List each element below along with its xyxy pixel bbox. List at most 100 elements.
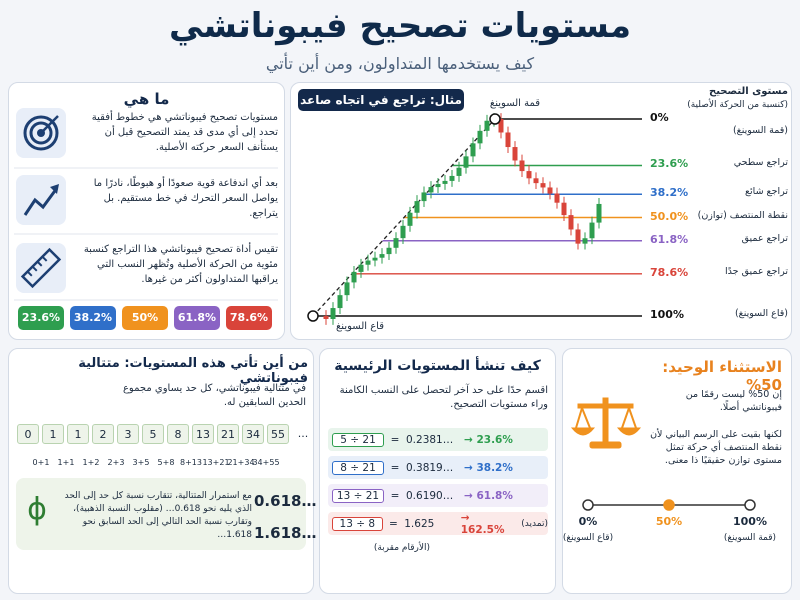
level-description: تراجع سطحي [733,157,788,169]
ratio-equals: = [390,489,400,502]
sequence-sum: 1+2 [82,458,100,467]
panel-title: الاستثناء الوحيد: 50% [662,358,782,394]
level-badge: 38.2% [70,306,116,330]
level-label: 23.6% [650,157,689,171]
sequence-term: 1 [67,424,89,444]
ratio-row: 8 ÷ 21 = 0.3819… → 38.2% [328,456,548,479]
sequence-term: 21 [217,424,239,444]
swing-low-label: قاع السوينغ [335,321,384,332]
candle-body [519,160,525,172]
scale-point [744,499,756,511]
ratio-division: 8 ÷ 21 [332,460,384,475]
candle-body [337,295,343,309]
scale-label: 100% [733,515,767,528]
candle-body [596,203,602,223]
level-label: 78.6% [650,265,689,279]
sequence-term: 2 [92,424,114,444]
candle-body [393,238,399,248]
page-subtitle: كيف يستخدمها المتداولون، ومن أين تأتي [265,54,535,73]
sequence-sum: 8+13 [180,458,202,467]
level-label: 0% [650,111,669,124]
candle-body [512,147,518,161]
sequence-term: 13 [192,424,214,444]
scale-label: 50% [655,515,683,528]
exception-text: إن 50% ليست رقمًا من فيبوناتشي أصلًا. [685,389,782,413]
sequence-term: 1 [42,424,64,444]
ratio-result: 1.625 [404,517,435,530]
info-text: مستويات تصحيح فيبوناتشي هي خطوط أفقية تح… [91,112,278,153]
level-label: 100% [650,308,684,321]
panel-title: من أين تأتي هذه المستويات: متتالية فيبون… [78,356,308,386]
candle-body [379,254,385,258]
candle-body [526,171,532,179]
scale-label: 0% [578,515,598,528]
candle-body [330,308,336,320]
sequence-sum: 2+3 [107,458,125,467]
level-description: نقطة المنتصف (توازن) [697,209,788,221]
ratio-level: → 23.6% [464,433,513,446]
candle-body [470,143,476,157]
exception-panel [562,348,792,594]
ruler-icon [20,247,62,289]
trend-arrow [50,184,59,194]
scale-point [663,499,675,511]
level-badge: 50% [122,306,168,330]
ratio-row: 13 ÷ 21 = 0.6190… → 61.8% [328,484,548,507]
sequence-term: 0 [17,424,39,444]
level-label: 50.0% [650,209,689,223]
candle-body [547,187,553,194]
ratio-result: 0.6190… [406,489,454,502]
candle-body [386,247,392,255]
ratio-equals: = [390,433,400,446]
info-text: بعد أي اندفاعة قوية صعودًا أو هبوطًا، نا… [93,178,278,219]
swing-high-label: قمة السوينغ [489,98,541,109]
ratio-division: 5 ÷ 21 [332,432,384,447]
candle-body [344,282,350,296]
candle-body [372,257,378,261]
candle-body [407,212,413,226]
ratio-level: → 162.5% [460,511,505,536]
sequence-sum: 0+1 [32,458,50,467]
ratio-row: 5 ÷ 21 = 0.2381… → 23.6% [328,428,548,451]
sequence-term: 55 [267,424,289,444]
scale-caption: (قمة السوينغ) [723,533,777,543]
icons [14,108,750,550]
derivation-text: اقسم حدًا على حد آخر لتحصل على النسب الك… [339,385,548,410]
candle-body [568,215,574,230]
column-subtitle: (كنسبة من الحركة الأصلية) [687,100,788,110]
ratio-equals: = [390,461,400,474]
candle-body [421,192,427,202]
candle-body [442,180,448,184]
page-title: مستويات تصحيح فيبوناتشي [168,6,631,46]
sequence-term: 3 [117,424,139,444]
candle-body [428,187,434,193]
target-icon [23,115,59,151]
sequence-sum: 21+34 [227,458,255,467]
phi-note: مع استمرار المتتالية، تتقارب نسبة كل حد … [64,491,252,540]
candle-body [582,238,588,244]
ratio-note: (تمديد) [521,518,548,529]
level-badge: 23.6% [18,306,64,330]
ratio-level: → 38.2% [464,461,513,474]
balance-icon [570,397,642,449]
candle-body [358,264,364,272]
candle-body [533,178,539,184]
candle-body [351,271,357,283]
sequence-sum: 1+1 [57,458,75,467]
candle-body [456,167,462,176]
level-badge: 78.6% [226,306,272,330]
sequence-text: في متتالية فيبوناتشي، كل حد يساوي مجموع … [122,383,306,408]
ratio-division: 13 ÷ 8 [332,516,383,531]
candle-body [435,183,441,188]
phi-box [16,478,306,550]
level-description: تراجع شائع [744,186,788,198]
sequence-sum: 3+5 [132,458,150,467]
target-arrow [40,115,59,134]
candle-body [400,225,406,239]
sequence-sum: 34+55 [252,458,280,467]
ratio-large: 1.618… [254,524,317,542]
ratio-small: 0.618… [254,492,317,510]
candle-body [505,132,511,148]
ratio-equals: = [388,517,398,530]
